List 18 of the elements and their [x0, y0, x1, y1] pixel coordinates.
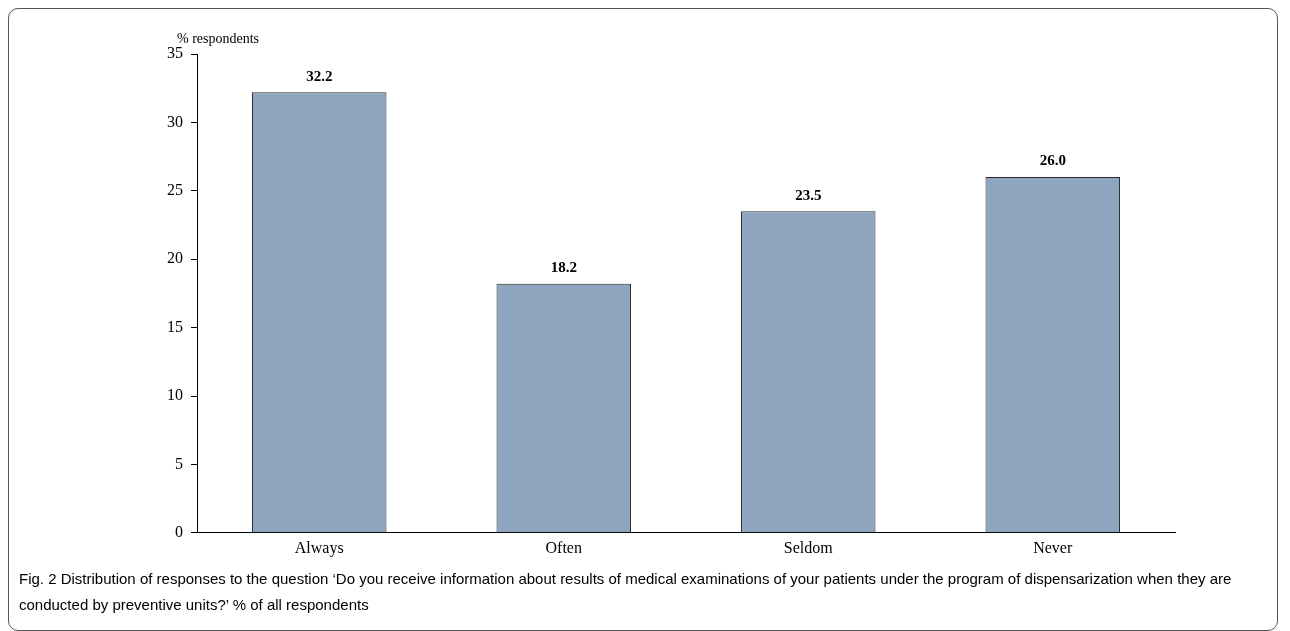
y-tick-label: 0 [175, 523, 183, 540]
x-tick-label: Always [294, 538, 344, 557]
y-tick-label: 5 [175, 454, 183, 472]
y-tick-label: 15 [167, 317, 183, 335]
y-tick-label: 10 [167, 386, 183, 404]
y-tick-label: 35 [167, 44, 183, 62]
x-tick-label: Seldom [783, 538, 834, 556]
data-label: 23.5 [795, 186, 822, 203]
x-tick-label: Never [1033, 538, 1073, 556]
y-tick-label: 25 [167, 181, 183, 198]
y-axis-title: % respondents [177, 30, 260, 46]
data-label: 26.0 [1039, 152, 1066, 169]
y-tick-label: 30 [167, 112, 183, 130]
x-tick-label: Often [545, 538, 582, 556]
caption: Fig. 2 Distribution of responses to the question ‘Do you receive information about results of medical examinations of your patients under the program of dispensarization when they are conducted by preventive units?’ % of all respondents [18, 569, 1233, 615]
y-tick-label: 20 [167, 249, 183, 267]
data-label: 18.2 [550, 259, 577, 276]
data-label: 32.2 [306, 67, 333, 84]
